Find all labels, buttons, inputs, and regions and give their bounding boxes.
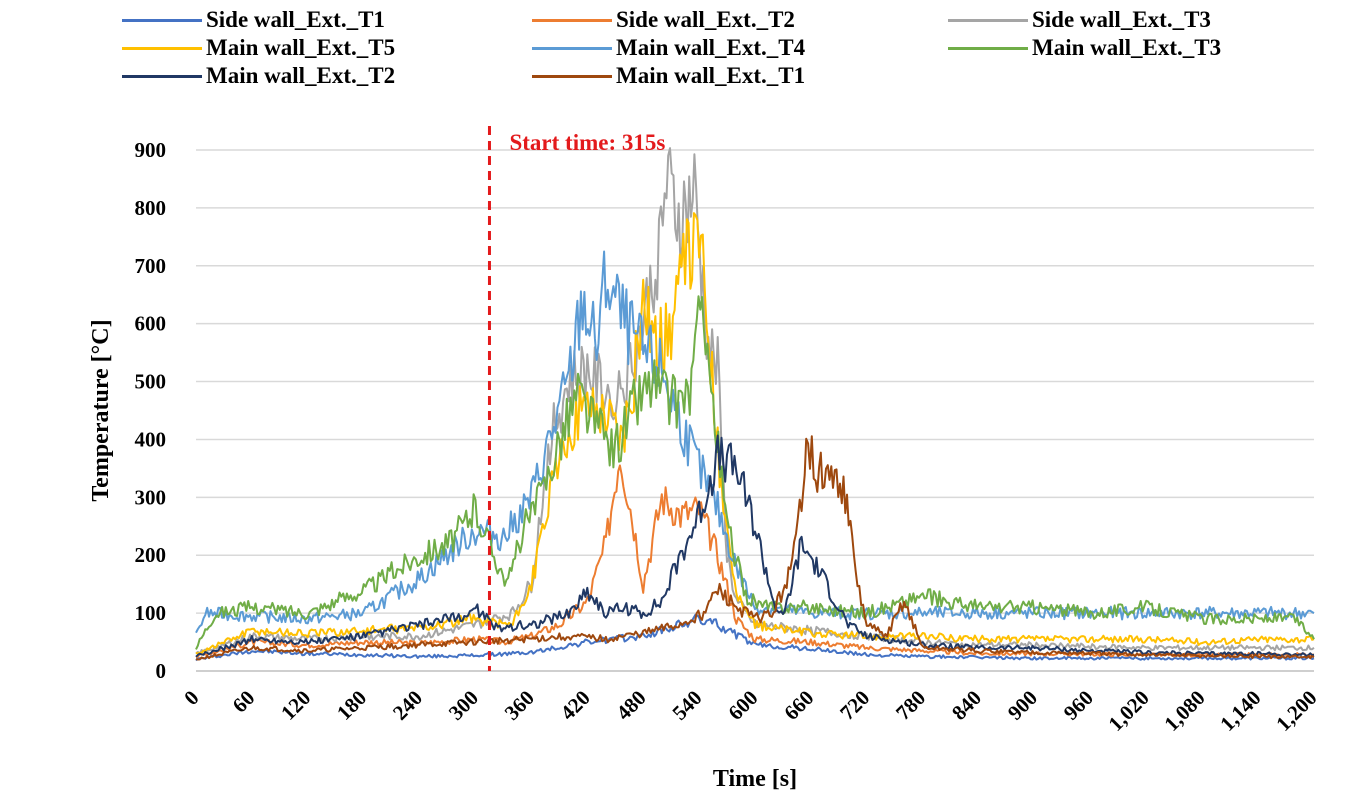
- y-tick-label: 200: [135, 543, 167, 567]
- legend-swatch: [122, 74, 202, 78]
- x-axis-title: Time [s]: [713, 766, 797, 792]
- series-line-main-wall-ext-t2: [195, 434, 1315, 658]
- y-tick-label: 300: [135, 485, 167, 509]
- x-tick-label: 780: [891, 686, 930, 725]
- legend-swatch: [122, 18, 202, 22]
- x-tick-label: 300: [444, 686, 483, 725]
- y-tick-label: 100: [135, 601, 167, 625]
- legend-swatch: [532, 46, 612, 50]
- y-tick-label: 900: [135, 138, 167, 162]
- legend-item: Main wall_Ext._T2: [122, 62, 395, 90]
- x-tick-label: 60: [228, 686, 260, 718]
- x-tick-label: 420: [556, 686, 595, 725]
- x-tick-label: 1,020: [1103, 686, 1153, 736]
- grid-lines: [196, 149, 1314, 672]
- x-tick-label: 240: [388, 686, 427, 725]
- series-lines: [195, 147, 1315, 662]
- x-tick-label: 720: [835, 686, 874, 725]
- y-tick-label: 500: [135, 370, 167, 394]
- start-time-annotation: Start time: 315s: [487, 126, 665, 671]
- legend-label: Side wall_Ext._T3: [1032, 7, 1211, 32]
- legend-label: Main wall_Ext._T5: [206, 35, 396, 60]
- x-tick-label: 0: [179, 686, 203, 710]
- x-tick-label: 120: [276, 686, 315, 725]
- x-tick-label: 660: [779, 686, 818, 725]
- x-tick-label: 900: [1003, 686, 1042, 725]
- legend-swatch: [122, 46, 202, 50]
- x-tick-label: 1,080: [1159, 686, 1209, 736]
- y-tick-label: 600: [135, 312, 167, 336]
- legend-swatch: [948, 18, 1028, 22]
- legend-item: Side wall_Ext._T2: [532, 6, 795, 34]
- legend-label: Main wall_Ext._T1: [616, 63, 806, 88]
- x-tick-label: 360: [500, 686, 539, 725]
- legend-item: Main wall_Ext._T1: [532, 62, 805, 90]
- x-tick-label: 1,200: [1271, 686, 1321, 736]
- legend-swatch: [532, 74, 612, 78]
- y-tick-label: 800: [135, 196, 167, 220]
- legend-label: Side wall_Ext._T2: [616, 7, 795, 32]
- legend-item: Side wall_Ext._T1: [122, 6, 385, 34]
- legend-item: Side wall_Ext._T3: [948, 6, 1211, 34]
- x-tick-label: 840: [947, 686, 986, 725]
- y-tick-label: 400: [135, 427, 167, 451]
- series-line-main-wall-ext-t4: [195, 250, 1315, 634]
- x-tick-label: 180: [332, 686, 371, 725]
- legend-swatch: [948, 46, 1028, 50]
- chart-legend: Side wall_Ext._T1 Side wall_Ext._T2 Side w…: [122, 6, 1352, 96]
- x-tick-label: 1,140: [1215, 686, 1265, 736]
- x-tick-label: 480: [611, 686, 650, 725]
- y-axis-title: Temperature [°C]: [88, 319, 114, 501]
- x-tick-labels: 0 60 120 180 240 300 360 420 480 540 600 660 720 780 8…: [179, 686, 1321, 736]
- x-tick-label: 600: [723, 686, 762, 725]
- y-tick-labels: 0 100 200 300 400 500 600 700 800 900: [135, 138, 167, 683]
- y-tick-label: 700: [135, 254, 167, 278]
- series-line-main-wall-ext-t3: [195, 295, 1315, 650]
- y-tick-label: 0: [156, 659, 167, 683]
- series-line-main-wall-ext-t1: [195, 435, 1315, 661]
- legend-item: Main wall_Ext._T4: [532, 34, 805, 62]
- series-line-side-wall-ext-t3: [195, 147, 1315, 655]
- legend-label: Main wall_Ext._T4: [616, 35, 806, 60]
- legend-label: Main wall_Ext._T2: [206, 63, 396, 88]
- legend-item: Main wall_Ext._T3: [948, 34, 1221, 62]
- legend-item: Main wall_Ext._T5: [122, 34, 395, 62]
- legend-swatch: [532, 18, 612, 22]
- start-time-label: Start time: 315s: [509, 130, 665, 155]
- legend-label: Main wall_Ext._T3: [1032, 35, 1222, 60]
- legend-label: Side wall_Ext._T1: [206, 7, 385, 32]
- x-tick-label: 540: [667, 686, 706, 725]
- x-tick-label: 960: [1059, 686, 1098, 725]
